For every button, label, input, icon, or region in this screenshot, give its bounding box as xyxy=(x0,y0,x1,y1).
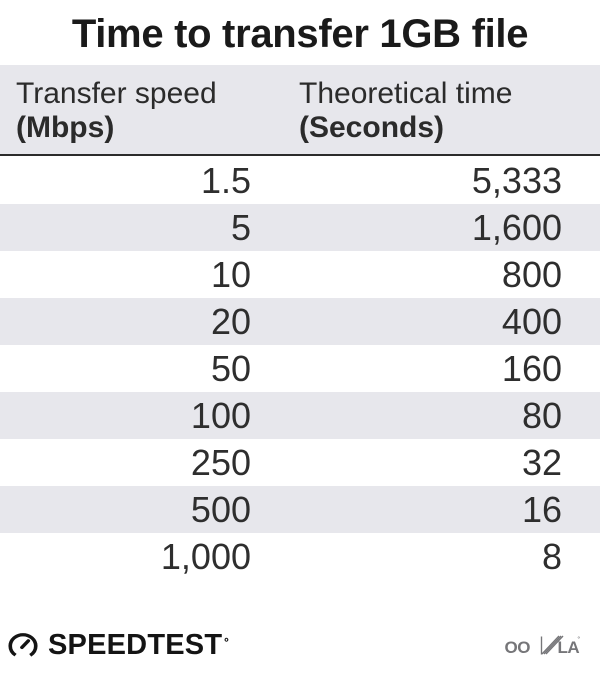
svg-text:LA: LA xyxy=(558,638,580,657)
svg-text:OO: OO xyxy=(505,638,531,657)
